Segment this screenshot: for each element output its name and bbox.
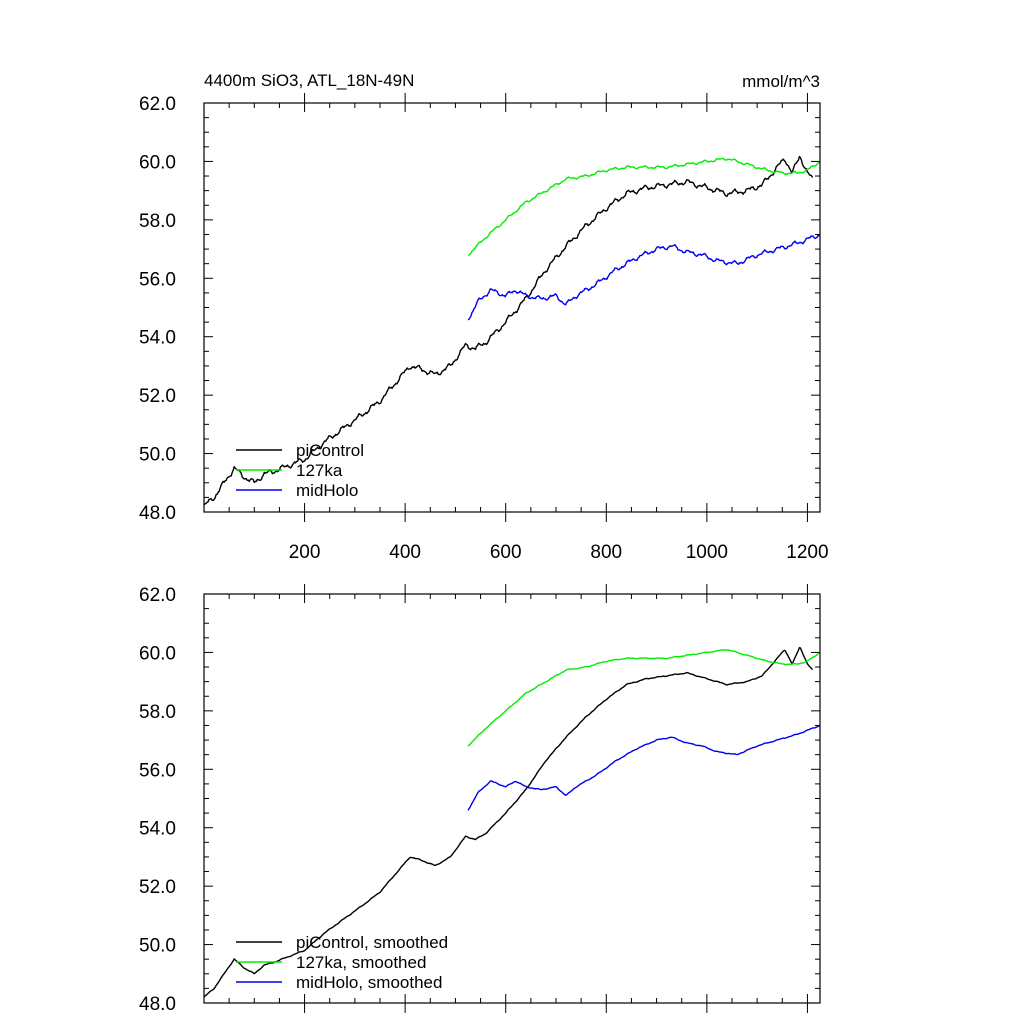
y-tick-label: 56.0 (139, 760, 176, 781)
series-lines (203, 647, 821, 998)
x-tick-label: 200 (289, 542, 321, 563)
x-tick-label: 1000 (686, 542, 728, 563)
legend-label: piControl, smoothed (296, 933, 448, 952)
y-tick-label: 62.0 (139, 585, 176, 606)
plot-frame (203, 102, 821, 513)
y-tick-label: 48.0 (139, 994, 176, 1015)
series-line-picontrol-smoothed (203, 647, 814, 998)
legend-label: midHolo, smoothed (296, 973, 442, 992)
y-tick-label: 54.0 (139, 328, 176, 349)
axes: 48.0 50.0 52.0 54.0 56.0 58.0 60.0 62.0 (139, 584, 820, 1015)
y-tick-label: 54.0 (139, 819, 176, 840)
y-tick-label: 52.0 (139, 386, 176, 407)
series-line-midholo-smoothed (467, 724, 821, 811)
series-line-127ka (467, 157, 821, 256)
legend-label: midHolo (296, 481, 358, 500)
panel-title-left: 4400m SiO3, ATL_18N-49N (204, 71, 414, 90)
series-line-picontrol (203, 155, 814, 506)
x-tick-label: 600 (490, 542, 522, 563)
panel-title-units: mmol/m^3 (742, 72, 820, 91)
y-tick-label: 62.0 (139, 94, 176, 115)
legend-label: piControl (296, 441, 364, 460)
series-line-127ka-smoothed (467, 649, 821, 747)
series-lines (203, 155, 821, 506)
y-tick-label: 50.0 (139, 936, 176, 957)
y-tick-label: 58.0 (139, 702, 176, 723)
y-tick-label: 58.0 (139, 211, 176, 232)
x-tick-label: 800 (590, 542, 622, 563)
bottom-panel: 48.0 50.0 52.0 54.0 56.0 58.0 60.0 62.0 piContr… (139, 584, 821, 1015)
y-tick-label: 56.0 (139, 269, 176, 290)
x-tick-label: 400 (389, 542, 421, 563)
y-tick-label: 48.0 (139, 503, 176, 524)
y-tick-label: 50.0 (139, 445, 176, 466)
axes: 48.0 50.0 52.0 54.0 56.0 58.0 60.0 62.0 200 400 60… (139, 93, 829, 563)
y-tick-label: 52.0 (139, 877, 176, 898)
legend-label: 127ka (296, 461, 343, 480)
plot-frame (203, 593, 821, 1004)
y-tick-label: 60.0 (139, 643, 176, 664)
legend-label: 127ka, smoothed (296, 953, 426, 972)
y-tick-label: 60.0 (139, 152, 176, 173)
top-panel: 4400m SiO3, ATL_18N-49N mmol/m^3 48.0 50.… (139, 71, 829, 563)
series-line-midholo (467, 234, 821, 321)
x-tick-label: 1200 (786, 542, 828, 563)
